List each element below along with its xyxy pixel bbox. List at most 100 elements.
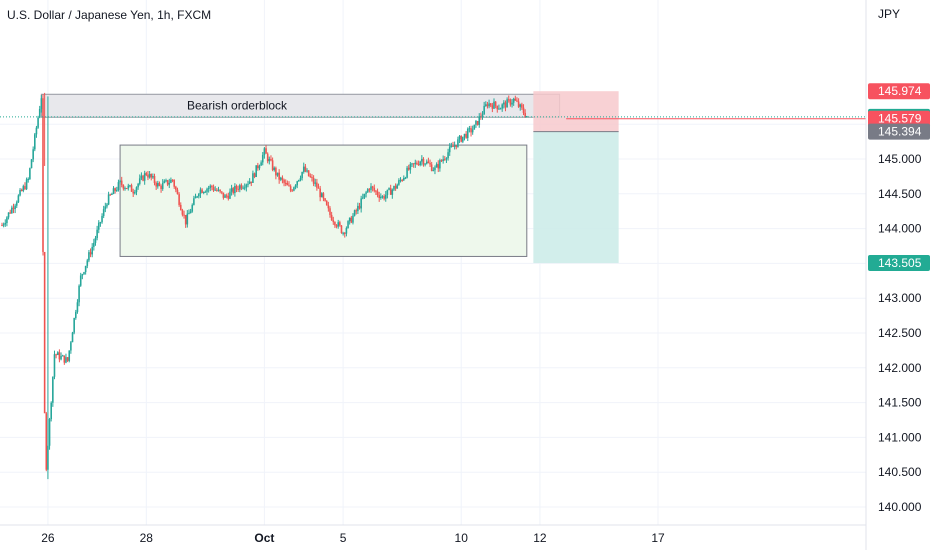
candle-body bbox=[447, 152, 449, 159]
candle-body bbox=[255, 165, 257, 177]
candle-body bbox=[329, 208, 331, 215]
x-tick-label: 17 bbox=[651, 531, 665, 545]
candle-body bbox=[475, 120, 477, 125]
candle-body bbox=[219, 189, 221, 192]
candle-body bbox=[237, 188, 239, 190]
candle-body bbox=[455, 145, 458, 147]
candle-body bbox=[170, 179, 172, 183]
target-zone bbox=[533, 131, 619, 264]
candle-body bbox=[88, 252, 90, 261]
y-tick-label: 144.000 bbox=[878, 222, 922, 236]
candle-body bbox=[301, 171, 303, 179]
candle-body bbox=[416, 162, 418, 165]
candle-body bbox=[66, 357, 69, 361]
candle-body bbox=[332, 220, 335, 223]
candle-body bbox=[473, 124, 476, 130]
candle-body bbox=[209, 185, 212, 189]
candle-body bbox=[40, 98, 43, 109]
candle-body bbox=[412, 163, 415, 165]
candle-body bbox=[227, 196, 230, 199]
candle-body bbox=[366, 189, 369, 193]
candle-body bbox=[339, 222, 341, 226]
candle-body bbox=[199, 189, 202, 195]
candle-body bbox=[22, 186, 25, 191]
candle-body bbox=[71, 332, 74, 343]
candle-body bbox=[104, 206, 107, 210]
candle-body bbox=[368, 189, 371, 191]
candle-body bbox=[370, 186, 372, 190]
candle-body bbox=[396, 184, 399, 189]
candle-body bbox=[257, 165, 259, 169]
x-tick-label: 28 bbox=[140, 531, 154, 545]
x-tick-label: Oct bbox=[254, 531, 274, 545]
candle-body bbox=[498, 108, 500, 110]
candle-body bbox=[94, 238, 97, 243]
candle-body bbox=[188, 213, 190, 215]
candle-body bbox=[135, 187, 138, 193]
candle-body bbox=[9, 212, 11, 214]
candle-body bbox=[489, 103, 492, 106]
candle-body bbox=[386, 189, 389, 195]
candle-body bbox=[393, 186, 395, 190]
candle-body bbox=[427, 161, 430, 164]
candle-body bbox=[78, 285, 80, 303]
candle-body bbox=[112, 188, 115, 195]
candle-body bbox=[14, 205, 16, 210]
price-badge-label: 145.974 bbox=[878, 84, 922, 98]
candle-body bbox=[6, 217, 8, 223]
candle-body bbox=[286, 183, 289, 186]
y-tick-label: 141.000 bbox=[878, 430, 922, 444]
candle-body bbox=[440, 160, 443, 162]
candle-body bbox=[345, 228, 348, 234]
candle-body bbox=[507, 99, 510, 101]
candle-body bbox=[148, 173, 151, 178]
time-axis[interactable]: 26 28 Oct 5 10 12 17 bbox=[41, 531, 665, 545]
candle-body bbox=[38, 108, 41, 118]
candle-body bbox=[81, 274, 84, 276]
candle-body bbox=[176, 189, 179, 195]
candle-body bbox=[79, 275, 82, 286]
candle-body bbox=[130, 185, 133, 192]
candle-body bbox=[15, 202, 18, 206]
candle-body bbox=[11, 207, 13, 214]
candle-body bbox=[178, 194, 180, 205]
candle-body bbox=[306, 170, 308, 172]
candle-body bbox=[114, 188, 116, 191]
candle-body bbox=[442, 159, 444, 162]
candle-body bbox=[275, 167, 277, 176]
candle-body bbox=[48, 419, 51, 446]
candle-body bbox=[296, 181, 298, 186]
candle-body bbox=[362, 197, 364, 199]
price-axis[interactable]: 145.000 144.500 144.000 143.000 142.500 142.0… bbox=[878, 152, 922, 514]
candle-body bbox=[327, 205, 330, 209]
candle-body bbox=[496, 105, 499, 110]
candle-body bbox=[404, 177, 407, 179]
candle-body bbox=[158, 183, 161, 186]
candle-body bbox=[163, 181, 166, 183]
candle-body bbox=[243, 187, 246, 189]
candle-body bbox=[4, 222, 7, 225]
candle-body bbox=[211, 185, 213, 188]
candle-body bbox=[27, 179, 30, 181]
candle-body bbox=[61, 355, 64, 357]
candle-body bbox=[75, 311, 77, 319]
candle-body bbox=[460, 135, 462, 142]
candle-body bbox=[129, 185, 131, 187]
candle-body bbox=[444, 159, 446, 161]
candle-body bbox=[25, 179, 28, 190]
candle-body bbox=[465, 133, 467, 138]
candle-body bbox=[307, 170, 310, 177]
candle-body bbox=[302, 166, 305, 172]
candle-body bbox=[125, 188, 128, 190]
candle-body bbox=[476, 120, 479, 125]
candle-body bbox=[265, 148, 267, 154]
candle-body bbox=[340, 225, 343, 234]
candle-body bbox=[388, 188, 390, 190]
candle-body bbox=[50, 402, 52, 420]
candle-body bbox=[29, 168, 31, 180]
candle-body bbox=[421, 158, 423, 162]
candle-body bbox=[494, 101, 497, 106]
candle-body bbox=[220, 191, 223, 193]
candle-body bbox=[55, 354, 57, 356]
